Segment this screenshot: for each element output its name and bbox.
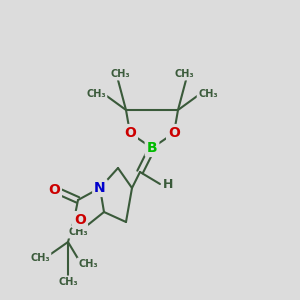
Text: CH₃: CH₃ [86,89,106,99]
Text: O: O [74,213,86,227]
Text: O: O [124,126,136,140]
Text: B: B [147,141,157,155]
Text: CH₃: CH₃ [30,253,50,263]
Text: O: O [168,126,180,140]
Text: CH₃: CH₃ [110,69,130,79]
Text: H: H [163,178,173,190]
Text: CH₃: CH₃ [174,69,194,79]
Text: CH₃: CH₃ [58,277,78,287]
Text: N: N [94,181,106,195]
Text: CH₃: CH₃ [78,259,98,269]
Text: O: O [48,183,60,197]
Text: CH₃: CH₃ [198,89,218,99]
Text: CH₃: CH₃ [68,227,88,237]
